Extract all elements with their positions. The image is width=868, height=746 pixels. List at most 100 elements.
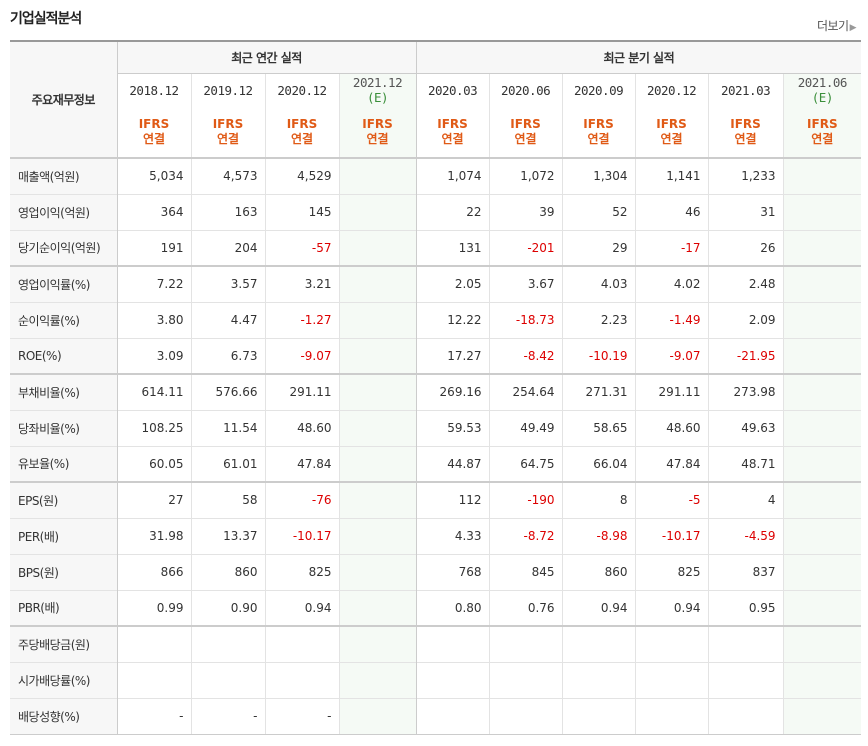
table-cell (338, 481, 417, 518)
table-cell: 17.27 (415, 337, 490, 374)
table-cell: 2.48 (707, 265, 784, 302)
table-cell (707, 625, 784, 662)
table-cell (338, 445, 417, 482)
ifrs-label: IFRS (807, 117, 838, 131)
consolidated-label: 연결 (441, 132, 464, 146)
period-label: 2021.06 (797, 75, 848, 91)
table-cell: 1,074 (415, 157, 490, 194)
period-header: 2020.12 (634, 72, 709, 107)
table-cell: 6.73 (190, 337, 265, 374)
table-cell: 52 (561, 193, 636, 230)
table-cell (707, 697, 784, 735)
table-cell (190, 661, 265, 698)
row-label: 부채비율(%) (10, 373, 118, 410)
table-cell: 1,304 (561, 157, 636, 194)
estimate-mark: (E) (811, 90, 834, 106)
consolidated-label: 연결 (142, 132, 166, 146)
table-cell (707, 661, 784, 698)
ifrs-label: IFRS (437, 117, 468, 131)
ifrs-consolidated-label: IFRS 연결 (561, 107, 636, 158)
table-cell: -1.49 (634, 301, 709, 338)
table-row: 영업이익(억원) 364 163 145 22 39 52 46 31 (10, 193, 862, 230)
ifrs-consolidated-label: IFRS 연결 (264, 107, 339, 158)
table-cell (338, 157, 417, 194)
table-cell (415, 697, 490, 735)
table-cell: -17 (634, 229, 709, 266)
table-cell: 11.54 (190, 409, 265, 446)
ifrs-label: IFRS (138, 117, 170, 131)
table-cell: 29 (561, 229, 636, 266)
table-cell (338, 301, 417, 338)
table-cell: 26 (707, 229, 784, 266)
row-label: 유보율(%) (10, 445, 118, 482)
table-cell (782, 661, 862, 698)
table-cell: 0.76 (488, 589, 563, 626)
table-row: PER(배) 31.98 13.37 -10.17 4.33 -8.72 -8.98 -10.… (10, 517, 862, 554)
table-cell: -5 (634, 481, 709, 518)
table-cell: -76 (264, 481, 339, 518)
period-label: 2021.12 (352, 75, 403, 91)
table-cell: 845 (488, 553, 563, 590)
table-cell (782, 697, 862, 735)
table-cell (561, 661, 636, 698)
table-row: 주당배당금(원) (10, 625, 862, 662)
ifrs-label: IFRS (286, 117, 318, 131)
row-label: 시가배당률(%) (10, 661, 118, 698)
table-cell: 0.90 (190, 589, 265, 626)
table-cell: 2.09 (707, 301, 784, 338)
consolidated-label: 연결 (366, 132, 389, 146)
table-cell: -8.72 (488, 517, 563, 554)
table-cell: -201 (488, 229, 563, 266)
table-cell: -4.59 (707, 517, 784, 554)
table-cell: 47.84 (264, 445, 339, 482)
table-cell: 1,141 (634, 157, 709, 194)
table-cell (338, 229, 417, 266)
table-cell (338, 625, 417, 662)
table-cell: 4,529 (264, 157, 339, 194)
ifrs-label: IFRS (510, 117, 541, 131)
table-cell: -190 (488, 481, 563, 518)
table-cell: -10.17 (264, 517, 339, 554)
table-cell (488, 625, 563, 662)
table-cell: 4.02 (634, 265, 709, 302)
table-cell: 145 (264, 193, 339, 230)
consolidated-label: 연결 (290, 132, 314, 146)
row-label: 영업이익(억원) (10, 193, 118, 230)
ifrs-label: IFRS (656, 117, 687, 131)
table-cell: 3.09 (117, 337, 191, 374)
table-cell: 12.22 (415, 301, 490, 338)
table-cell: 5,034 (117, 157, 191, 194)
table-cell (488, 661, 563, 698)
table-row: 시가배당률(%) (10, 661, 862, 698)
table-cell: 271.31 (561, 373, 636, 410)
table-row: 부채비율(%) 614.11 576.66 291.11 269.16 254.64 271… (10, 373, 862, 410)
table-cell: 22 (415, 193, 490, 230)
table-cell: 768 (415, 553, 490, 590)
table-cell: 131 (415, 229, 490, 266)
table-cell: 860 (190, 553, 265, 590)
ifrs-label: IFRS (583, 117, 614, 131)
table-cell (338, 589, 417, 626)
table-row: ROE(%) 3.09 6.73 -9.07 17.27 -8.42 -10.19 -9.07… (10, 337, 862, 374)
table-cell (415, 625, 490, 662)
more-link[interactable]: 더보기▶ (817, 17, 857, 34)
table-cell (782, 517, 862, 554)
table-cell: -57 (264, 229, 339, 266)
table-cell (415, 661, 490, 698)
table-cell: 7.22 (117, 265, 191, 302)
consolidated-label: 연결 (734, 132, 757, 146)
ifrs-label: IFRS (730, 117, 761, 131)
table-cell: 825 (264, 553, 339, 590)
table-cell: 39 (488, 193, 563, 230)
table-cell: 614.11 (117, 373, 191, 410)
table-cell (782, 409, 862, 446)
table-cell (634, 661, 709, 698)
table-cell: -18.73 (488, 301, 563, 338)
table-cell: 31.98 (117, 517, 191, 554)
table-row: 배당성향(%) - - - (10, 697, 862, 735)
table-cell (190, 625, 265, 662)
table-cell: 48.71 (707, 445, 784, 482)
consolidated-label: 연결 (216, 132, 240, 146)
table-cell: 364 (117, 193, 191, 230)
ifrs-consolidated-label: IFRS 연결 (190, 107, 265, 158)
